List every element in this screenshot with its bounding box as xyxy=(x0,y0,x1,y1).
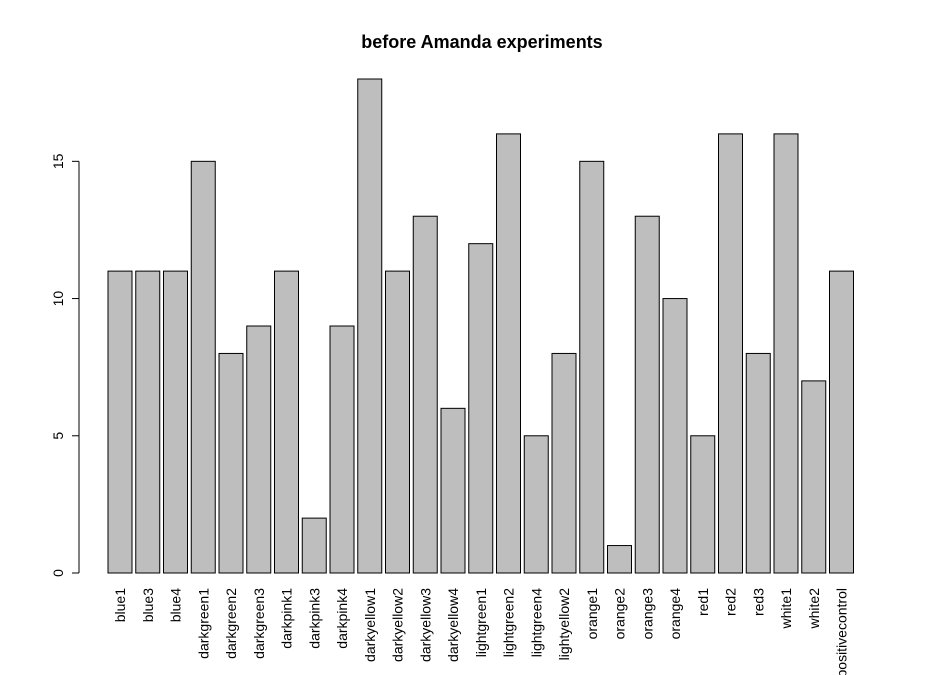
x-tick-label-lightgreen2: lightgreen2 xyxy=(501,588,517,657)
bar-orange3 xyxy=(634,215,660,574)
x-tick-label-red2: red2 xyxy=(723,588,739,616)
bar-lightyellow2 xyxy=(551,352,577,574)
bar-blue1 xyxy=(107,270,133,574)
bar-darkpink4 xyxy=(329,325,355,574)
bar-orange2 xyxy=(607,545,632,574)
x-labels-group: blue1 blue3 blue4 darkgreen1 darkgreen2 darkg… xyxy=(112,588,850,675)
bar-darkgreen3 xyxy=(246,325,272,574)
bar-lightgreen2 xyxy=(496,133,521,574)
bar-white2 xyxy=(801,380,827,574)
x-tick-label-darkpink3: darkpink3 xyxy=(306,588,322,649)
bar-darkyellow1 xyxy=(357,78,383,574)
bar-darkyellow4 xyxy=(440,407,466,574)
x-tick-label-darkyellow1: darkyellow1 xyxy=(362,588,378,662)
bar-darkpink1 xyxy=(274,270,299,574)
x-tick-label-darkgreen2: darkgreen2 xyxy=(223,588,239,659)
x-tick-label-white1: white1 xyxy=(778,588,794,630)
x-tick-label-darkpink4: darkpink4 xyxy=(334,588,350,649)
x-tick-label-red3: red3 xyxy=(750,588,766,616)
x-tick-label-darkgreen1: darkgreen1 xyxy=(195,588,211,659)
bar-white1 xyxy=(773,133,799,574)
bar-red1 xyxy=(690,435,716,574)
x-tick-label-darkyellow4: darkyellow4 xyxy=(445,588,461,662)
x-tick-label-positivecontrol: positivecontrol xyxy=(834,588,850,675)
bar-lightgreen4 xyxy=(523,435,549,574)
bar-red2 xyxy=(718,133,743,574)
y-tick-label: 15 xyxy=(50,153,66,169)
x-tick-label-lightgreen4: lightgreen4 xyxy=(528,588,544,657)
bar-red3 xyxy=(745,352,771,574)
x-tick-label-orange3: orange3 xyxy=(639,588,655,640)
bar-positivecontrol xyxy=(829,270,854,574)
x-tick-label-orange4: orange4 xyxy=(667,588,683,640)
bar-darkyellow2 xyxy=(385,270,410,574)
bar-darkyellow3 xyxy=(412,215,438,574)
x-tick-label-darkpink1: darkpink1 xyxy=(279,588,295,649)
chart-title: before Amanda experiments xyxy=(361,32,602,52)
x-tick-label-blue3: blue3 xyxy=(140,588,156,622)
x-tick-label-orange1: orange1 xyxy=(584,588,600,640)
y-tick-label: 10 xyxy=(50,291,66,307)
x-tick-label-blue1: blue1 xyxy=(112,588,128,622)
bar-darkgreen1 xyxy=(190,160,216,574)
x-tick-label-orange2: orange2 xyxy=(612,588,628,640)
bar-blue3 xyxy=(135,270,161,574)
x-tick-label-white2: white2 xyxy=(806,588,822,630)
x-tick-label-blue4: blue4 xyxy=(168,588,184,622)
x-tick-label-red1: red1 xyxy=(695,588,711,616)
bar-orange4 xyxy=(662,298,688,574)
bar-blue4 xyxy=(163,270,188,574)
y-tick-label: 0 xyxy=(50,569,66,577)
bar-darkgreen2 xyxy=(218,352,244,574)
bar-darkpink3 xyxy=(301,517,327,574)
x-tick-label-lightgreen1: lightgreen1 xyxy=(473,588,489,657)
bar-orange1 xyxy=(579,160,605,574)
x-tick-label-darkyellow2: darkyellow2 xyxy=(390,588,406,662)
x-tick-label-lightyellow2: lightyellow2 xyxy=(556,588,572,661)
x-tick-label-darkyellow3: darkyellow3 xyxy=(417,588,433,662)
y-axis: 0 5 10 15 xyxy=(50,153,80,577)
bar-lightgreen1 xyxy=(468,243,494,574)
bars-group xyxy=(107,78,854,574)
x-tick-label-darkgreen3: darkgreen3 xyxy=(251,588,267,659)
y-tick-label: 5 xyxy=(50,432,66,440)
